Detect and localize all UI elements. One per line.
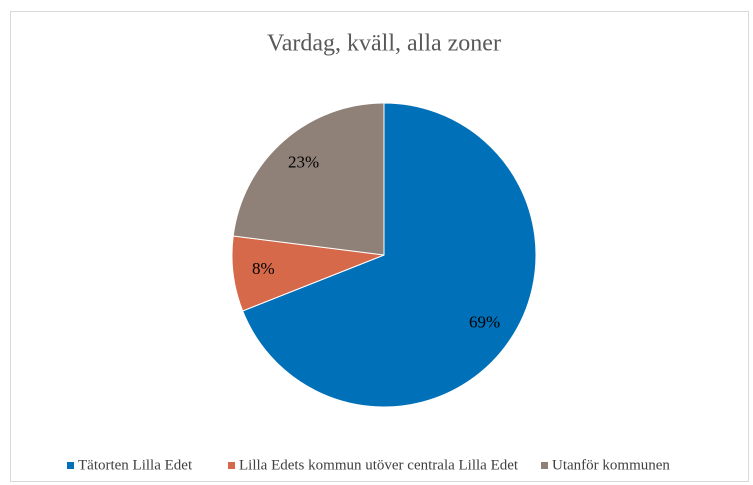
slice-label: 69%: [469, 312, 500, 331]
legend-swatch: [228, 462, 235, 469]
chart-title: Vardag, kväll, alla zoner: [267, 31, 501, 57]
legend-label: Lilla Edets kommun utöver centrala Lilla…: [239, 457, 519, 473]
slice-label: 8%: [252, 259, 275, 278]
legend-label: Utanför kommunen: [552, 457, 670, 473]
legend-label: Tätorten Lilla Edet: [78, 457, 193, 473]
pie-slice: [242, 102, 537, 408]
legend-swatch: [541, 462, 548, 469]
slice-label: 23%: [288, 153, 319, 172]
pie-slice: [232, 102, 385, 256]
legend-swatch: [67, 462, 74, 469]
